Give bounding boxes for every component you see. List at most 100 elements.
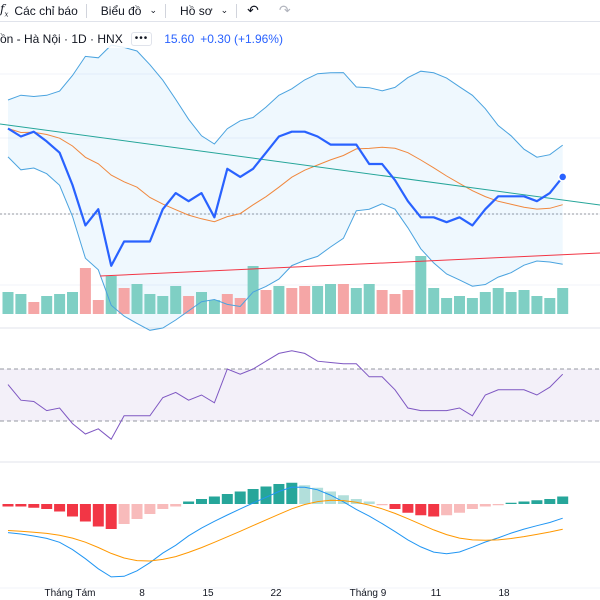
volume-bar bbox=[247, 266, 259, 314]
indicators-label: Các chỉ báo bbox=[14, 3, 78, 18]
signal-line bbox=[7, 499, 563, 562]
volume-bar bbox=[337, 284, 349, 314]
volume-bar bbox=[402, 290, 414, 314]
volume-bar bbox=[208, 300, 220, 314]
close-price-line bbox=[7, 127, 564, 267]
more-options-icon[interactable]: ••• bbox=[130, 32, 153, 46]
volume-bar bbox=[415, 256, 427, 314]
macd-histogram-bar bbox=[208, 496, 220, 504]
macd-histogram-bar bbox=[2, 504, 14, 507]
last-price-dot bbox=[557, 172, 568, 182]
bollinger-fill bbox=[8, 45, 563, 331]
volume-bar bbox=[428, 288, 440, 314]
symbol-legend: ồn - Hà Nội · 1D · HNX ••• 15.60 +0.30 (… bbox=[0, 30, 283, 48]
macd-line bbox=[7, 486, 563, 578]
volume-bar bbox=[170, 286, 182, 314]
volume-bar bbox=[389, 294, 401, 314]
macd-histogram-bar bbox=[441, 504, 453, 516]
volume-bar bbox=[325, 284, 336, 314]
undo-button[interactable]: ↶ bbox=[237, 0, 269, 22]
sma-line bbox=[7, 128, 563, 223]
undo-icon: ↶ bbox=[247, 2, 259, 18]
volume-bar bbox=[531, 296, 543, 314]
redo-button[interactable]: ↷ bbox=[269, 0, 301, 22]
trendline-resistance bbox=[0, 123, 600, 206]
x-axis-label: Tháng 9 bbox=[350, 588, 387, 599]
volume-bar bbox=[41, 296, 53, 314]
volume-bar bbox=[131, 284, 143, 314]
macd-histogram-bar bbox=[273, 484, 285, 504]
macd-histogram-bar bbox=[260, 486, 272, 504]
macd-histogram-bar bbox=[118, 504, 130, 524]
macd-histogram-bar bbox=[312, 487, 324, 504]
x-axis: Tháng Tám 8 15 22 Tháng 9 11 18 bbox=[45, 588, 510, 599]
bollinger-upper-line bbox=[7, 44, 563, 158]
volume-bar bbox=[492, 288, 504, 314]
macd-histogram-bar bbox=[41, 504, 53, 509]
x-axis-label: 18 bbox=[498, 588, 510, 599]
function-icon: fx bbox=[0, 2, 9, 19]
x-axis-label: 15 bbox=[202, 588, 214, 599]
volume-bars bbox=[2, 256, 569, 314]
indicators-button[interactable]: fx Các chỉ báo bbox=[0, 0, 86, 22]
volume-bar bbox=[518, 290, 530, 314]
macd-histogram-bar bbox=[454, 504, 465, 513]
chart-menu-button[interactable]: Biểu đồ ⌄ bbox=[87, 0, 165, 22]
macd-histogram-bar bbox=[428, 504, 440, 517]
top-toolbar: fx Các chỉ báo Biểu đồ ⌄ Hồ sơ ⌄ ↶ ↷ bbox=[0, 0, 600, 22]
macd-histogram-bar bbox=[183, 501, 195, 504]
macd-histogram-bar bbox=[157, 504, 169, 509]
bollinger-band-fill bbox=[8, 45, 563, 331]
macd-histogram-bar bbox=[402, 504, 414, 513]
volume-bar bbox=[67, 292, 78, 314]
volume-bar bbox=[479, 292, 491, 314]
macd-histogram-bar bbox=[557, 496, 569, 504]
volume-bar bbox=[557, 288, 569, 314]
volume-bar bbox=[260, 290, 272, 314]
macd-histogram-bar bbox=[466, 504, 478, 509]
macd-histogram-bar bbox=[67, 504, 78, 517]
volume-bar bbox=[273, 286, 285, 314]
volume-bar bbox=[312, 286, 324, 314]
volume-bar bbox=[363, 284, 375, 314]
macd-histogram-bar bbox=[415, 504, 427, 516]
macd-histogram-bar bbox=[144, 504, 156, 514]
macd-histogram-bar bbox=[15, 504, 27, 507]
macd-histogram-bar bbox=[131, 504, 143, 519]
indicator-lines bbox=[0, 44, 600, 331]
macd-histogram-bar bbox=[28, 504, 40, 508]
volume-bar bbox=[92, 300, 104, 314]
macd-histogram-bar bbox=[92, 504, 104, 527]
macd-histogram-bar bbox=[299, 485, 311, 504]
profile-menu-button[interactable]: Hồ sơ ⌄ bbox=[166, 0, 236, 22]
volume-bar bbox=[118, 288, 130, 314]
macd-histogram-bar bbox=[531, 500, 543, 504]
rsi-line bbox=[7, 350, 564, 440]
volume-bar bbox=[544, 298, 556, 314]
x-axis-label: 22 bbox=[270, 588, 282, 599]
macd-histogram-bar bbox=[492, 504, 504, 506]
volume-bar bbox=[454, 296, 465, 314]
chevron-down-icon: ⌄ bbox=[149, 5, 158, 15]
volume-bar bbox=[54, 294, 66, 314]
macd-histogram-bar bbox=[544, 499, 556, 504]
volume-bar bbox=[350, 288, 362, 314]
toolbar-divider bbox=[85, 3, 87, 18]
macd-histogram-bar bbox=[518, 501, 530, 504]
rsi-band-fill bbox=[0, 369, 600, 421]
macd-histogram-bar bbox=[286, 482, 298, 504]
chart-menu-label: Biểu đồ bbox=[100, 3, 142, 18]
x-axis-label: Tháng Tám bbox=[45, 588, 96, 599]
toolbar-divider bbox=[236, 3, 238, 18]
price-line bbox=[7, 127, 568, 267]
macd-histogram-bar bbox=[325, 491, 336, 504]
macd-histogram-bar bbox=[170, 504, 182, 507]
macd-histogram-bar bbox=[363, 501, 375, 504]
volume-bar bbox=[441, 298, 453, 314]
macd-histogram-bar bbox=[479, 504, 491, 507]
redo-icon: ↷ bbox=[278, 2, 291, 18]
macd-histogram-bar bbox=[389, 504, 401, 509]
symbol-title[interactable]: ồn - Hà Nội · 1D · HNX bbox=[0, 32, 123, 46]
macd-histogram-bar bbox=[505, 502, 517, 504]
